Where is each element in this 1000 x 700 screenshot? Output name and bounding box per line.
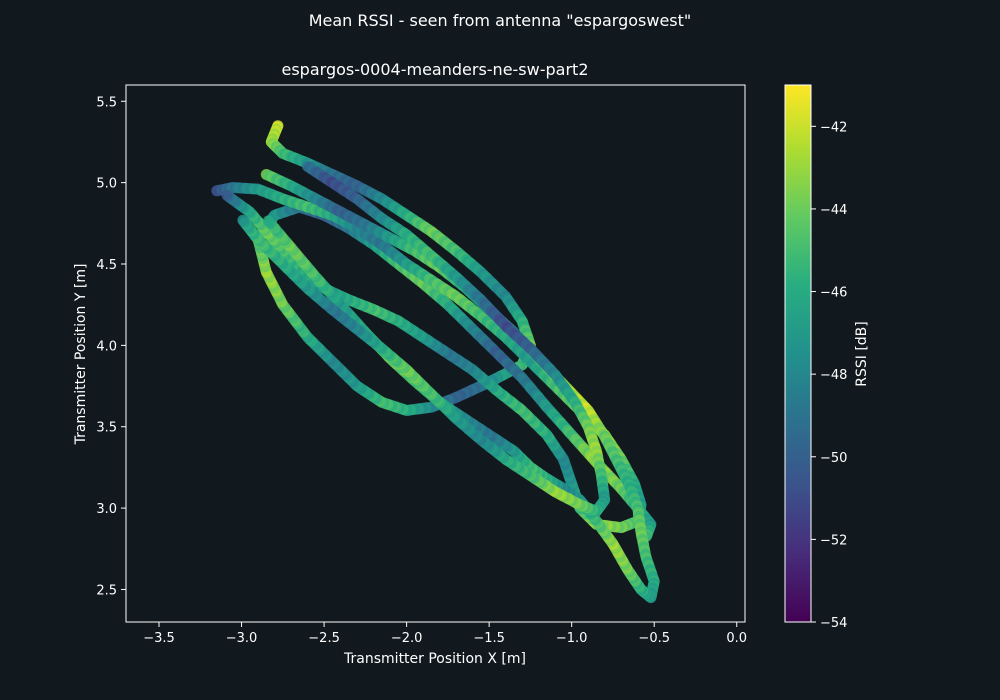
x-tick-label: −0.5 (638, 631, 670, 646)
colorbar-tick-label: −50 (820, 451, 847, 466)
x-tick-label: −1.5 (473, 631, 505, 646)
x-axis-label: Transmitter Position X [m] (343, 651, 526, 667)
y-tick-label: 5.5 (96, 95, 117, 110)
data-point (237, 214, 249, 226)
colorbar-tick-label: −42 (820, 120, 847, 135)
colorbar-tick-label: −48 (820, 368, 847, 383)
data-point (221, 190, 233, 201)
figure-suptitle: Mean RSSI - seen from antenna "espargosw… (309, 11, 692, 30)
scatter-points (211, 120, 660, 604)
x-tick-label: −2.5 (308, 631, 340, 646)
data-point (262, 215, 274, 227)
series-track-4 (237, 160, 611, 517)
y-axis-ticks: 2.5 3.0 3.5 4.0 4.5 5.0 5.5 (96, 95, 126, 598)
y-tick-label: 4.5 (96, 258, 117, 273)
y-tick-label: 3.5 (96, 421, 117, 436)
x-tick-label: −3.5 (143, 631, 175, 646)
colorbar-ticks: −42 −44 −46 −48 −50 −52 −54 (811, 120, 847, 631)
plot-title: espargos-0004-meanders-ne-sw-part2 (282, 60, 589, 79)
plot-frame (125, 84, 746, 623)
colorbar-tick-label: −46 (820, 286, 847, 301)
y-tick-label: 3.0 (96, 502, 117, 517)
y-axis-label: Transmitter Position Y [m] (73, 264, 89, 446)
x-tick-label: 0.0 (726, 631, 747, 646)
x-axis-ticks: −3.5 −3.0 −2.5 −2.0 −1.5 −1.0 −0.5 0.0 (143, 622, 747, 646)
colorbar-tick-label: −54 (820, 616, 847, 631)
y-tick-label: 4.0 (96, 339, 117, 354)
x-tick-label: −3.0 (226, 631, 258, 646)
colorbar (784, 84, 812, 623)
x-tick-label: −1.0 (556, 631, 588, 646)
series-track-3 (260, 169, 660, 604)
colorbar-label: RSSI [dB] (854, 321, 870, 387)
y-tick-label: 5.0 (96, 177, 117, 192)
colorbar-tick-label: −44 (820, 203, 847, 218)
colorbar-tick-label: −52 (820, 533, 847, 548)
series-track-1 (252, 120, 657, 542)
x-tick-label: −2.0 (391, 631, 423, 646)
y-tick-label: 2.5 (96, 583, 117, 598)
